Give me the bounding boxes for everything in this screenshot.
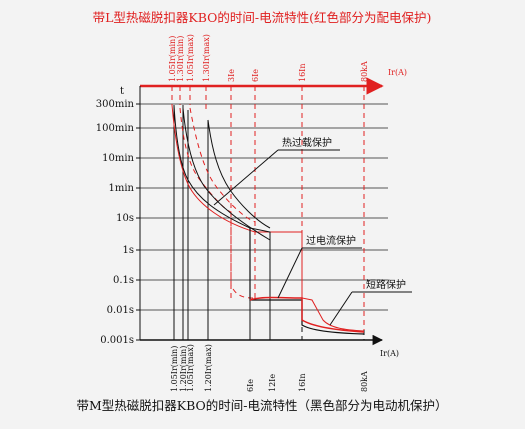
y-tick-labels: 300min 100min 10min 1min 10s 1s 0.1s 0.01s 0.001…: [96, 99, 140, 346]
bottom-tick-label: 16In: [298, 374, 307, 393]
top-tick-label: 1.30Ir(max): [202, 34, 211, 82]
annotation-short-circuit: 短路保护: [366, 278, 406, 291]
chart-title-top: 带L型热磁脱扣器KBO的时间-电流特性(红色部分为配电保护): [93, 10, 432, 25]
y-tick-label: 300min: [96, 99, 135, 110]
top-axis-label: Ir(A): [388, 68, 407, 77]
leader-thermal: [213, 149, 279, 206]
curve-black-thermal-2: [182, 107, 271, 241]
black-solid-verticals: [173, 105, 271, 340]
bottom-tick-label: 1.05Ir(min): [170, 346, 179, 392]
y-tick-label: 0.001s: [100, 335, 134, 346]
bottom-tick-label: 6Ie: [246, 379, 255, 392]
y-tick-label: 10s: [116, 213, 134, 224]
annotation-overcurrent: 过电流保护: [306, 234, 356, 247]
y-tick-label: 100min: [96, 123, 135, 134]
top-tick-label: 1.05Ir(min): [168, 36, 177, 82]
curve-red-dashed-2: [189, 107, 256, 223]
top-tick-label: 1.05Ir(max): [186, 34, 195, 82]
annotation-thermal-overload: 热过载保护: [282, 136, 332, 149]
bottom-tick-label: 12Ie: [268, 374, 277, 392]
y-axis-label: t: [120, 86, 124, 97]
curve-black-thermal-3: [207, 119, 271, 229]
leader-overcurrent: [277, 247, 303, 299]
top-tick-labels: 1.05Ir(min) 1.30Ir(min) 1.05Ir(max) 1.30Ir(…: [168, 34, 369, 82]
bottom-tick-label: 1.20Ir(min): [179, 346, 188, 392]
bottom-tick-label: 1.05Ir(max): [186, 344, 195, 392]
y-tick-label: 0.1s: [113, 275, 134, 286]
bottom-tick-labels: 1.05Ir(min) 1.20Ir(min)1.05Ir(max) 1.20Ir(…: [170, 344, 369, 392]
annotation-leaders: [213, 149, 412, 326]
grid-lines: [140, 103, 388, 311]
y-tick-label: 0.01s: [107, 305, 134, 316]
top-tick-label: 3Ie: [227, 69, 236, 82]
red-dashed-verticals: [171, 86, 365, 330]
top-tick-label: 6Ie: [251, 69, 260, 82]
y-tick-label: 1min: [109, 183, 135, 194]
y-tick-label: 1s: [123, 245, 135, 256]
y-tick-label: 10min: [102, 153, 134, 164]
chart-title-bottom: 带M型热磁脱扣器KBO的时间-电流特性（黑色部分为电动机保护）: [76, 398, 447, 413]
bottom-tick-label: 1.20Ir(max): [204, 344, 213, 392]
leader-short: [329, 291, 353, 326]
top-tick-label: 16In: [298, 64, 307, 83]
curve-red-thermal-upper: [171, 104, 365, 332]
top-tick-label: 80kA: [360, 61, 369, 82]
bottom-tick-label: 80kA: [360, 371, 369, 392]
bottom-axis-label: Ir(A): [380, 349, 399, 358]
curve-black-thermal-1: [173, 104, 271, 298]
top-tick-label: 1.30Ir(min): [176, 36, 185, 82]
curve-red-dashed: [179, 107, 256, 299]
characteristic-curves: [171, 104, 365, 335]
curve-overcurrent-red: [249, 296, 365, 333]
